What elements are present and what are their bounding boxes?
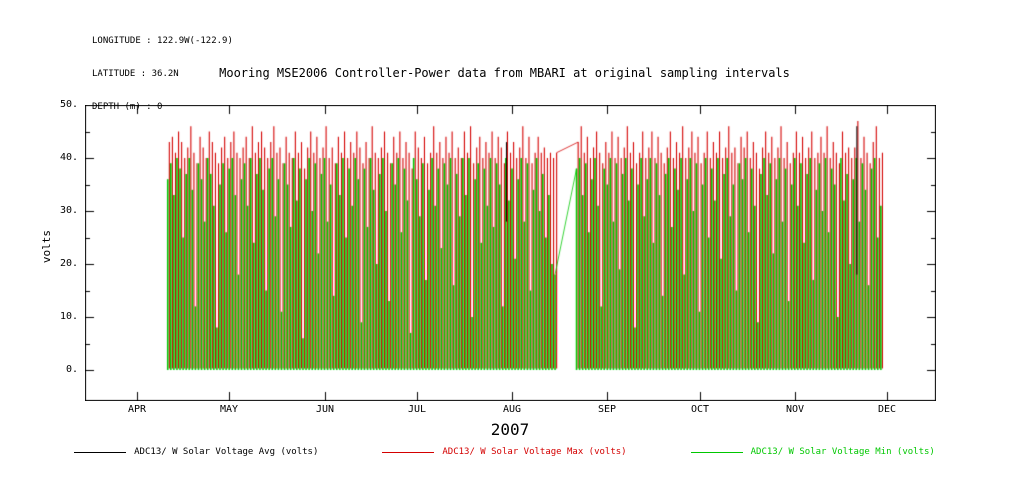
y-tick-label: 10.: [59, 311, 78, 322]
x-tick-label: NOV: [785, 404, 805, 415]
latitude-label: LATITUDE : 36.2N: [92, 69, 179, 79]
min-line-swatch: [690, 451, 743, 453]
x-tick-label: JUL: [407, 404, 427, 415]
x-tick-label: DEC: [877, 404, 897, 415]
x-tick-label: AUG: [502, 404, 522, 415]
x-tick-label: OCT: [690, 404, 710, 415]
x-tick-label: SEP: [597, 404, 617, 415]
legend-item-min: ADC13/ W Solar Voltage Min (volts): [690, 447, 935, 457]
x-axis-year-label: 2007: [490, 420, 530, 439]
legend-item-avg: ADC13/ W Solar Voltage Avg (volts): [74, 447, 318, 457]
legend-label-min: ADC13/ W Solar Voltage Min (volts): [750, 447, 935, 457]
x-tick-label: APR: [127, 404, 147, 415]
y-tick-label: 20.: [59, 258, 78, 269]
y-tick-label: 30.: [59, 205, 78, 216]
legend: ADC13/ W Solar Voltage Avg (volts) ADC13…: [0, 447, 1009, 457]
y-tick-label: 40.: [59, 152, 78, 163]
avg-line-swatch: [74, 451, 127, 453]
plot-area: [85, 105, 936, 401]
x-tick-label: MAY: [219, 404, 239, 415]
longitude-label: LONGITUDE : 122.9W(-122.9): [92, 36, 233, 46]
legend-label-max: ADC13/ W Solar Voltage Max (volts): [442, 447, 627, 457]
y-tick-label: 0.: [65, 364, 78, 375]
chart-title: Mooring MSE2006 Controller-Power data fr…: [219, 66, 790, 80]
x-tick-label: JUN: [315, 404, 335, 415]
legend-item-max: ADC13/ W Solar Voltage Max (volts): [382, 447, 627, 457]
legend-label-avg: ADC13/ W Solar Voltage Avg (volts): [134, 447, 319, 457]
max-line-swatch: [382, 451, 435, 453]
y-tick-label: 50.: [59, 99, 78, 110]
